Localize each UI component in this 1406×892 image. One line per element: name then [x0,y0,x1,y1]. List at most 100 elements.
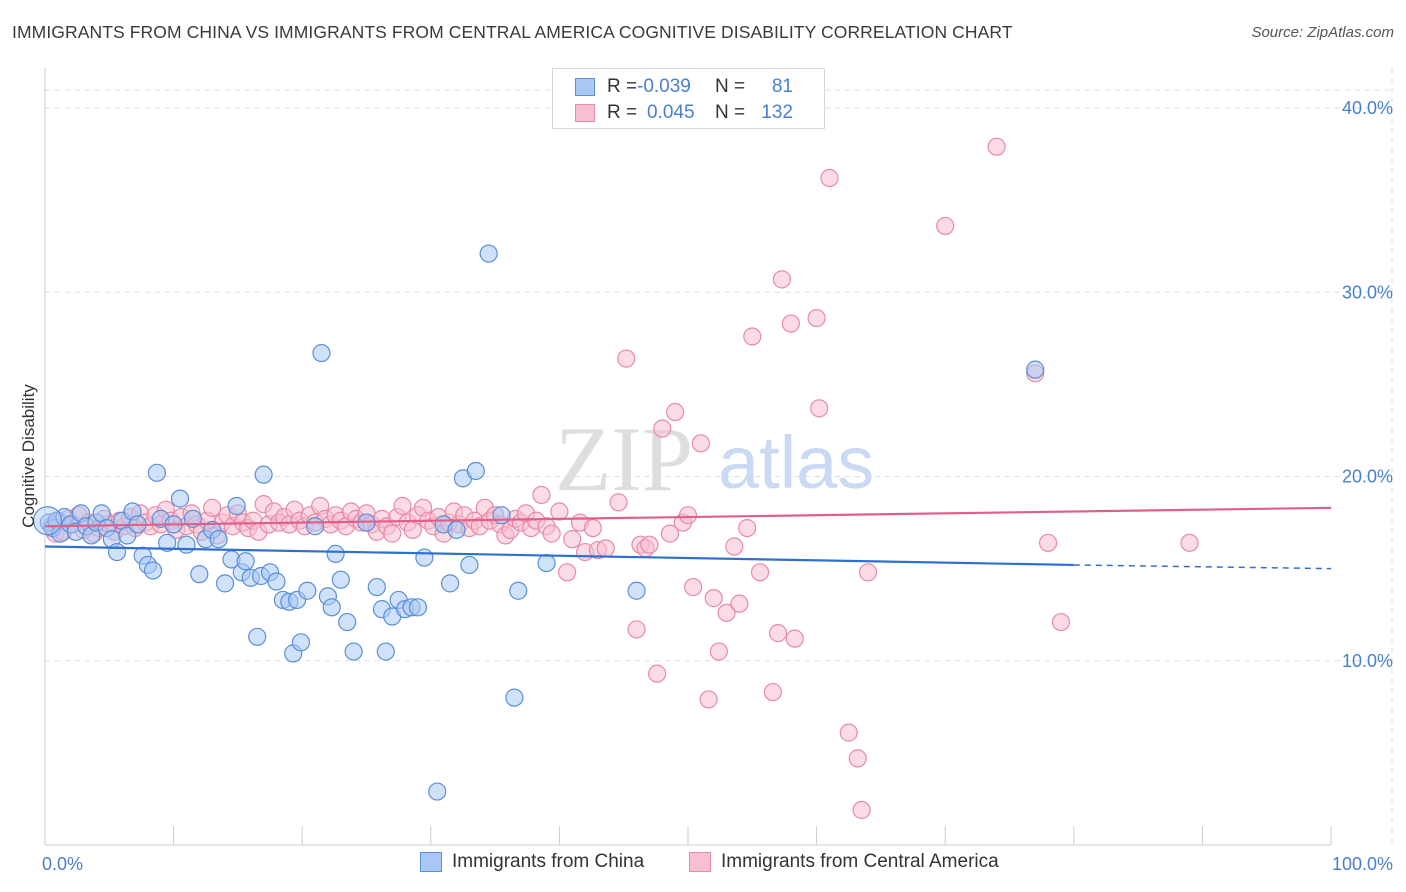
central-america-point [852,800,871,820]
central-america-point [1051,612,1071,632]
central-america-point [768,624,788,643]
legend-item-central-america: Immigrants from Central America [689,851,999,873]
china-point [170,489,190,508]
china-point [190,565,209,584]
legend-row-china: R = -0.039 N = 81 [575,75,793,99]
trend-line-china-extension [1073,564,1332,570]
central-america-point [807,308,826,328]
central-america-point [383,524,402,543]
watermark-zip: ZIP [555,408,693,510]
central-america-point [684,577,703,597]
central-america-point [583,518,602,538]
central-america-point [709,642,728,661]
china-point [627,581,646,600]
stats-legend: R = -0.039 N = 81 R = 0.045 N = 132 [552,68,825,129]
n-value-china: 81 [771,76,793,97]
china-point [326,544,345,563]
legend-label-china: Immigrants from China [452,851,645,872]
trend-line-china [44,545,1074,567]
chart-title: IMMIGRANTS FROM CHINA VS IMMIGRANTS FROM… [12,22,1013,42]
central-america-point [730,594,749,613]
central-america-point [725,537,744,556]
central-america-point [617,349,636,368]
central-america-point [820,168,839,188]
central-america-point [609,493,628,512]
r-value-china: -0.039 [637,76,691,97]
central-america-point [858,563,878,582]
central-america-point [781,314,800,333]
china-point [447,520,466,540]
china-point [227,496,246,516]
china-point [466,461,485,481]
x-tick-label-start: 0.0% [42,854,83,874]
central-america-point [987,137,1006,156]
china-point [505,688,524,707]
central-america-point [393,496,412,516]
china-point [291,633,311,652]
china-point [312,343,331,363]
central-america-point [542,524,561,543]
legend-swatch-central-america [575,104,595,122]
central-america-point [839,723,858,742]
central-america-point [648,664,667,683]
central-america-point [640,535,659,554]
x-tick-label-end: 100.0% [1332,854,1393,874]
central-america-point [785,629,804,648]
y-axis-label: Cognitive Disability [19,384,38,528]
central-america-point [660,524,680,543]
china-point [177,535,196,554]
central-america-point [704,589,723,608]
central-america-point [763,682,782,702]
y-tick-label: 30.0% [1342,282,1393,302]
china-point [338,612,357,632]
central-america-point [750,563,770,582]
china-point [107,542,127,562]
n-label: N = [715,76,746,97]
china-point [158,533,177,552]
china-point [479,244,498,263]
china-point [1026,360,1045,379]
china-point [428,782,447,801]
china-point [254,465,273,484]
x-tick-labels: 0.0% 100.0% [42,854,1393,874]
central-america-point [810,399,829,418]
china-point [248,627,267,646]
legend-swatch-china [420,852,442,872]
china-point [460,555,479,575]
watermark: ZIP atlas [555,408,874,510]
trend-line-central-america [44,506,1332,528]
central-america-point [532,485,551,505]
central-america-point [627,620,646,639]
china-point [236,552,255,571]
central-america-point [563,530,582,549]
y-tick-labels: 10.0% 20.0% 30.0% 40.0% [1342,98,1393,671]
china-point [147,463,166,482]
central-america-point [1180,533,1199,552]
central-america-point [699,690,718,709]
central-america-point [848,749,867,768]
china-point [509,581,528,600]
central-america-point [596,539,615,558]
china-point [209,530,228,549]
central-america-point [550,502,569,521]
china-point [215,574,235,593]
n-label: N = [715,102,746,123]
china-point [408,598,428,617]
r-value-central-america: 0.045 [647,102,695,123]
central-america-point [691,434,710,453]
china-point [376,642,395,661]
trend-lines [44,506,1332,570]
china-point [322,598,341,617]
central-america-point [772,270,791,289]
source-label: Source: ZipAtlas.com [1251,24,1394,41]
legend-row-central-america: R = 0.045 N = 132 [575,101,793,125]
china-point [298,581,317,600]
china-point [267,572,286,591]
legend-swatch-central-america [689,852,711,872]
n-value-central-america: 132 [761,102,793,123]
r-label: R = [607,76,638,97]
china-point [537,553,556,573]
central-america-point [738,518,757,538]
china-point [367,577,386,597]
